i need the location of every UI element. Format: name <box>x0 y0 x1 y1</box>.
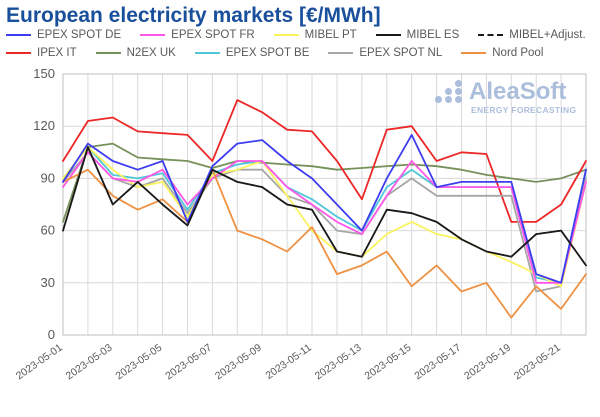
svg-text:30: 30 <box>41 275 55 290</box>
svg-text:2023-05-17: 2023-05-17 <box>412 342 463 383</box>
svg-text:150: 150 <box>33 66 55 81</box>
svg-text:2023-05-07: 2023-05-07 <box>163 342 214 383</box>
svg-text:0: 0 <box>48 327 55 342</box>
svg-text:2023-05-13: 2023-05-13 <box>313 342 364 383</box>
svg-text:2023-05-09: 2023-05-09 <box>213 342 264 383</box>
svg-text:90: 90 <box>41 170 55 185</box>
svg-text:2023-05-01: 2023-05-01 <box>14 342 65 383</box>
svg-text:2023-05-05: 2023-05-05 <box>113 342 164 383</box>
svg-text:2023-05-21: 2023-05-21 <box>512 342 563 383</box>
svg-text:2023-05-19: 2023-05-19 <box>462 342 513 383</box>
svg-text:120: 120 <box>33 118 55 133</box>
svg-text:2023-05-15: 2023-05-15 <box>363 342 414 383</box>
svg-text:2023-05-11: 2023-05-11 <box>263 342 313 382</box>
svg-text:2023-05-03: 2023-05-03 <box>64 342 115 383</box>
svg-text:60: 60 <box>41 223 55 238</box>
